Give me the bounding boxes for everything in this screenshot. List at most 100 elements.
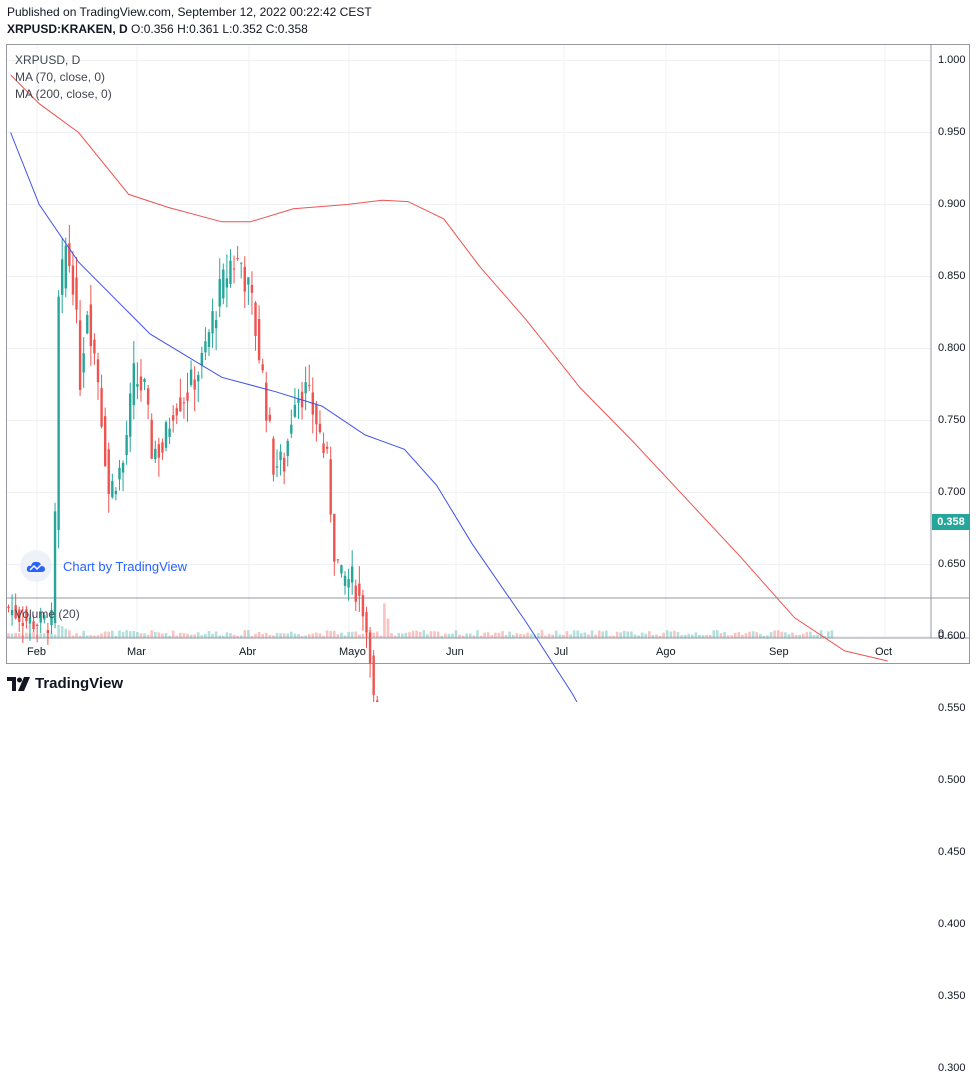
volume-bar <box>340 632 343 638</box>
tradingview-watermark[interactable]: Chart by TradingView <box>20 550 187 582</box>
volume-bar <box>719 633 723 638</box>
volume-bar <box>486 632 490 638</box>
price-tick-label: 1.000 <box>938 53 966 66</box>
candle-body <box>261 364 264 371</box>
candle-body <box>14 605 17 619</box>
volume-bar <box>565 631 569 638</box>
volume-bar <box>690 634 694 638</box>
volume-bar <box>640 632 644 638</box>
candle-body <box>229 260 232 284</box>
volume-bar <box>544 635 547 638</box>
volume-bar <box>665 630 669 638</box>
volume-bar <box>25 632 28 638</box>
volume-bar <box>612 635 615 638</box>
volume-bar <box>46 632 50 638</box>
time-tick-label: Sep <box>769 646 789 658</box>
volume-bar <box>78 635 82 638</box>
volume-bar <box>365 630 368 638</box>
time-tick-label: Ago <box>656 646 676 658</box>
volume-bar <box>275 632 279 638</box>
volume-bar <box>551 634 554 638</box>
volume-bar <box>75 633 78 638</box>
candle-body <box>53 511 57 624</box>
volume-bar <box>261 634 264 638</box>
brand-logo[interactable]: TradingView <box>7 675 123 692</box>
cloud-icon <box>20 550 52 582</box>
price-chart[interactable] <box>0 0 978 702</box>
volume-bar <box>723 631 726 638</box>
candle-body <box>368 632 372 664</box>
volume-bar <box>397 632 401 638</box>
volume-bar <box>39 633 43 638</box>
candle-body <box>71 265 75 295</box>
volume-bar <box>111 630 114 638</box>
volume-bar <box>694 632 698 638</box>
volume-bar <box>297 634 300 638</box>
candle-body <box>61 259 64 295</box>
legend-ma200[interactable]: MA (200, close, 0) <box>15 87 112 101</box>
volume-bar <box>157 632 161 638</box>
volume-bar <box>798 634 801 638</box>
candle-body <box>186 392 189 401</box>
volume-bar <box>712 630 716 638</box>
candle-body <box>32 621 35 630</box>
volume-bar <box>605 630 608 638</box>
candle-body <box>171 415 175 421</box>
volume-bar <box>759 633 762 638</box>
volume-bar <box>286 633 290 638</box>
candle-body <box>35 624 39 627</box>
candle-body <box>86 314 89 334</box>
volume-bar <box>257 631 261 638</box>
candle-body <box>121 462 125 473</box>
volume-bar <box>597 630 601 638</box>
volume-bar <box>207 631 211 638</box>
candle-body <box>132 363 135 406</box>
volume-bar <box>17 633 21 638</box>
volume-bar <box>776 630 780 638</box>
volume-bar <box>576 630 580 638</box>
volume-bar <box>608 635 612 638</box>
volume-bar <box>751 631 755 638</box>
candle-body <box>286 440 289 456</box>
price-tick-label: 0.750 <box>938 413 966 426</box>
legend-ma70[interactable]: MA (70, close, 0) <box>15 70 106 84</box>
volume-bar <box>415 630 418 638</box>
volume-bar <box>114 635 118 638</box>
legend-volume[interactable]: Volume (20) <box>15 607 80 621</box>
candle-body <box>129 393 132 437</box>
volume-bar <box>100 633 103 638</box>
volume-bar <box>179 632 182 638</box>
volume-bar <box>744 633 748 638</box>
volume-bar <box>118 630 121 638</box>
volume-bar <box>383 603 386 638</box>
volume-bar <box>476 630 479 638</box>
candle-body <box>329 459 332 515</box>
volume-bar <box>193 634 196 638</box>
volume-bar <box>633 634 637 638</box>
time-tick-label: Oct <box>875 646 893 658</box>
candle-body <box>39 611 42 623</box>
time-tick-label: Abr <box>239 646 257 658</box>
volume-bar <box>594 634 597 638</box>
volume-bar <box>368 630 372 638</box>
volume-bar <box>784 632 787 638</box>
price-tick-label: 0.850 <box>938 269 966 282</box>
volume-bar <box>307 634 311 638</box>
candle-body <box>161 442 164 453</box>
volume-bar <box>443 633 447 638</box>
candle-body <box>50 610 53 626</box>
volume-bar <box>504 634 508 638</box>
price-tick-label: 0.800 <box>938 341 966 354</box>
chart-frame[interactable] <box>6 44 970 664</box>
volume-bar <box>823 635 827 638</box>
volume-bar <box>698 634 701 638</box>
volume-bar <box>161 633 164 638</box>
volume-bar <box>483 632 486 638</box>
volume-bar <box>290 631 293 638</box>
volume-bar <box>60 626 64 638</box>
volume-bar <box>601 631 605 638</box>
watermark-text[interactable]: Chart by TradingView <box>63 558 188 574</box>
volume-bar <box>522 634 526 638</box>
candle-body <box>336 559 340 561</box>
volume-bar <box>404 632 408 638</box>
